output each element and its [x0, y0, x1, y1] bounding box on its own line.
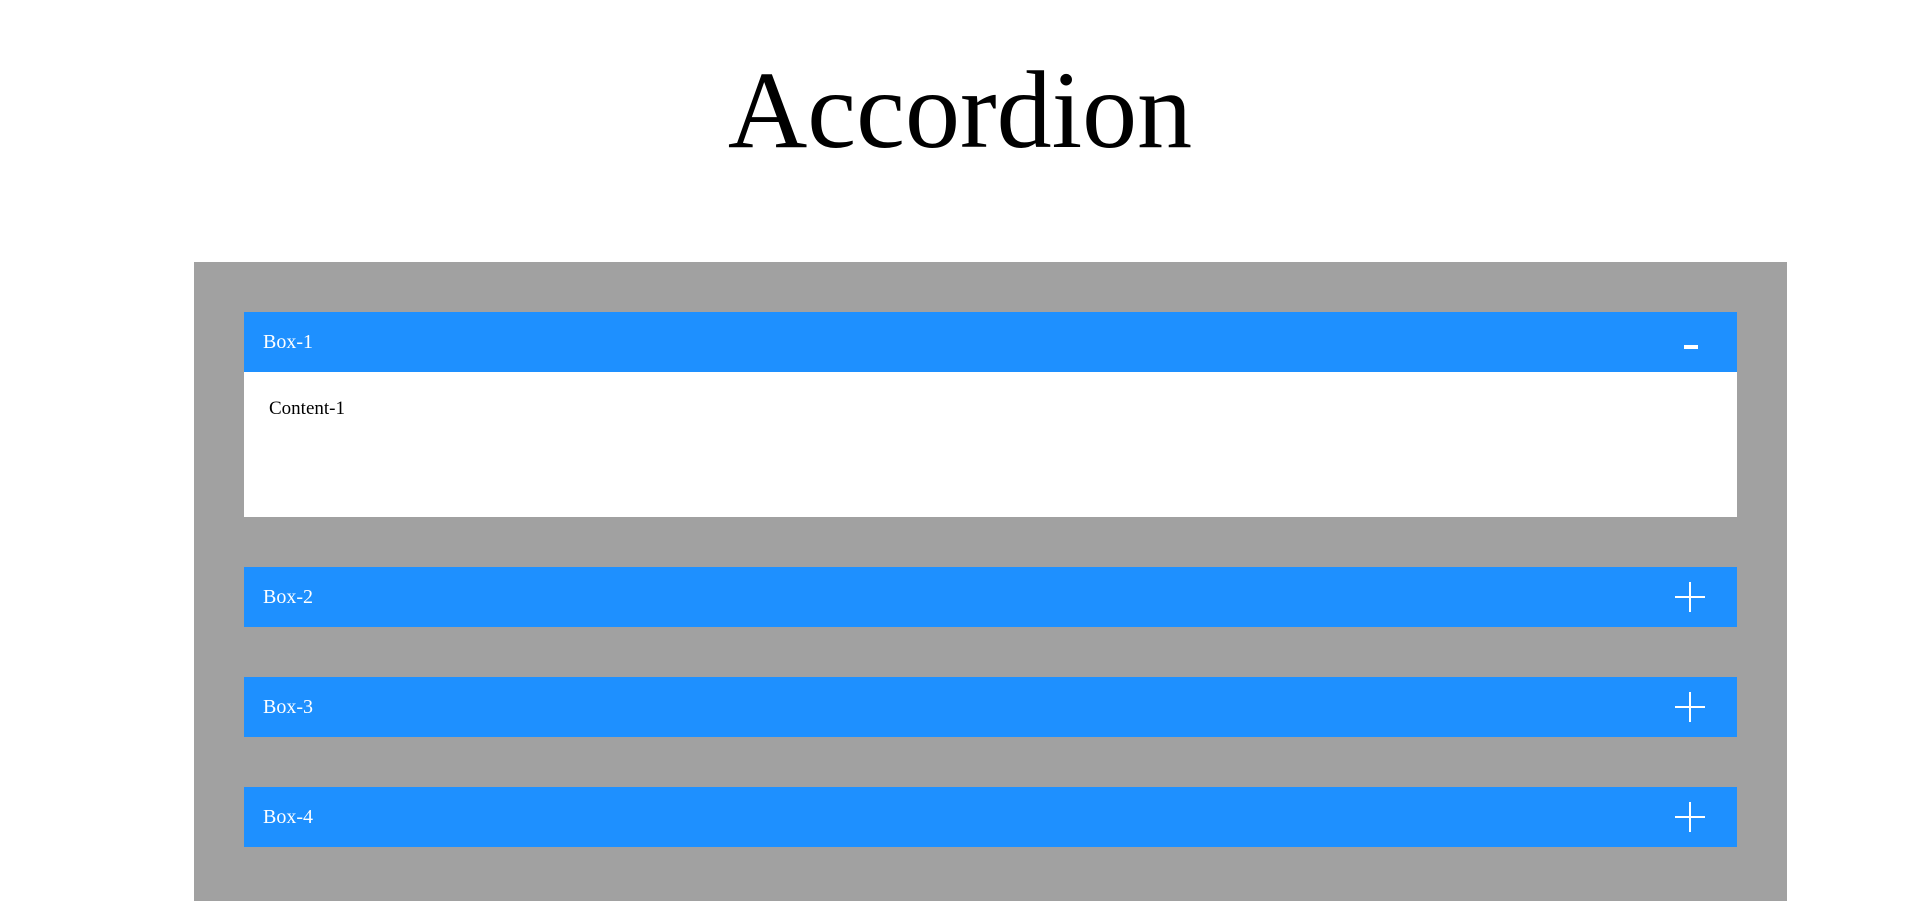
- page-title: Accordion: [727, 49, 1193, 171]
- accordion-header-label: Box-2: [263, 585, 313, 608]
- accordion-header-1[interactable]: Box-1: [244, 312, 1737, 372]
- accordion-header-label: Box-1: [263, 330, 313, 353]
- plus-icon[interactable]: [1675, 582, 1705, 612]
- accordion-header-2[interactable]: Box-2: [244, 567, 1737, 627]
- accordion-header-label: Box-3: [263, 695, 313, 718]
- accordion-item-2: Box-2: [244, 567, 1737, 627]
- accordion-header-3[interactable]: Box-3: [244, 677, 1737, 737]
- plus-icon[interactable]: [1675, 692, 1705, 722]
- accordion-content-1: Content-1: [244, 372, 1737, 517]
- accordion-item-4: Box-4: [244, 787, 1737, 847]
- accordion-item-3: Box-3: [244, 677, 1737, 737]
- accordion-item-1: Box-1 Content-1: [244, 312, 1737, 517]
- accordion-header-4[interactable]: Box-4: [244, 787, 1737, 847]
- minus-icon[interactable]: [1675, 327, 1705, 357]
- plus-icon[interactable]: [1675, 802, 1705, 832]
- accordion-header-label: Box-4: [263, 805, 313, 828]
- accordion: Box-1 Content-1 Box-2 Box-3 Box-4: [194, 262, 1787, 901]
